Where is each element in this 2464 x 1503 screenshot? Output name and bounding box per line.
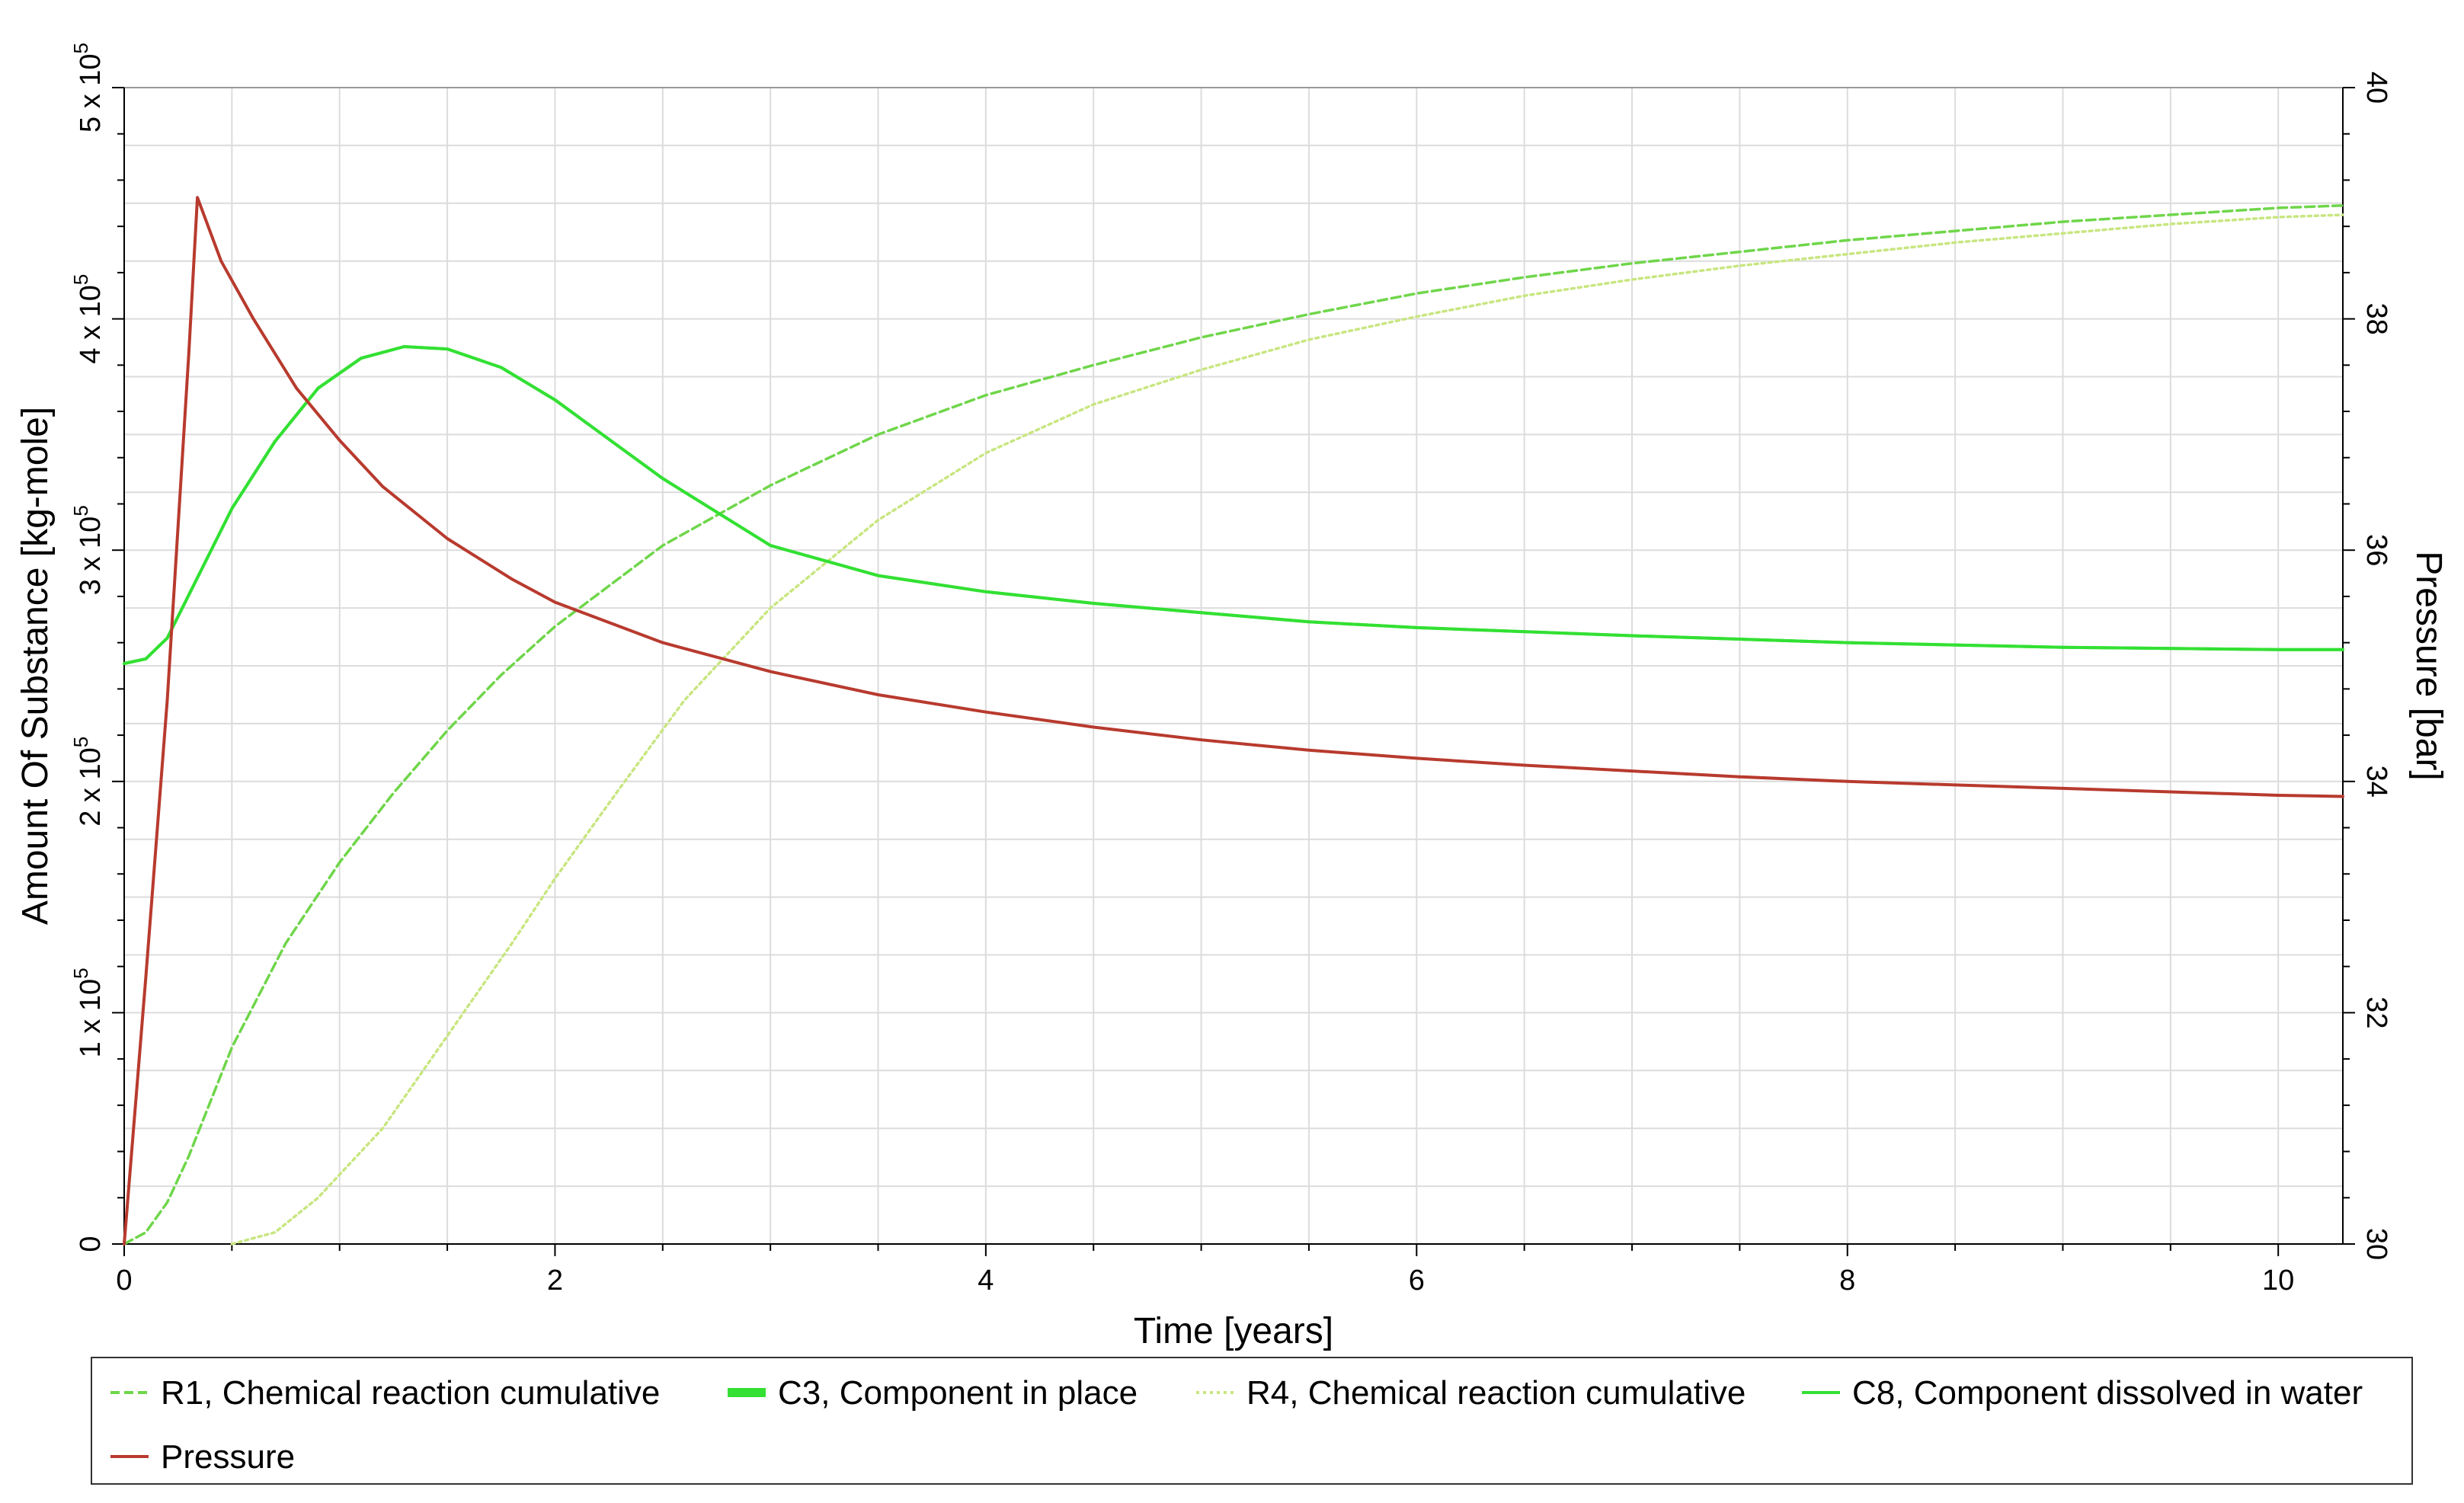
legend-label: C8, Component dissolved in water xyxy=(1852,1374,2363,1412)
legend-label: C3, Component in place xyxy=(778,1374,1138,1412)
series-line-3 xyxy=(123,345,2344,665)
x-tick-label: 2 xyxy=(547,1265,563,1297)
legend: R1, Chemical reaction cumulative C3, Comp… xyxy=(91,1357,2413,1485)
y-axis-left-title: Amount Of Substance [kg-mole] xyxy=(15,407,56,925)
x-tick-label: 8 xyxy=(1839,1265,1855,1297)
y-right-tick-label: 36 xyxy=(2360,534,2392,566)
grid xyxy=(123,87,2343,1245)
series-line-0 xyxy=(123,204,2344,1246)
y-right-tick-label: 34 xyxy=(2360,766,2392,798)
y-left-tick-label: 1 x 105 xyxy=(69,967,107,1057)
x-tick-label: 10 xyxy=(2262,1265,2294,1297)
x-tick-label: 6 xyxy=(1409,1265,1425,1297)
x-axis-title: Time [years] xyxy=(1134,1311,1333,1351)
y-left-tick-label: 0 xyxy=(75,1236,107,1252)
legend-label: Pressure xyxy=(161,1438,295,1476)
y-left-tick-label: 3 x 105 xyxy=(69,505,107,595)
y-right-tick-label: 32 xyxy=(2360,996,2392,1028)
y-axis-right-title: Pressure [bar] xyxy=(2408,551,2449,780)
y-left-tick-label: 2 x 105 xyxy=(69,737,107,827)
y-right-tick-label: 30 xyxy=(2360,1228,2392,1260)
y-left-tick-label: 4 x 105 xyxy=(69,274,107,364)
x-tick-label: 0 xyxy=(116,1265,132,1297)
series-line-2 xyxy=(230,213,2344,1246)
legend-box xyxy=(91,1357,2413,1485)
legend-label: R4, Chemical reaction cumulative xyxy=(1246,1374,1746,1412)
y-left-tick-label: 5 x 105 xyxy=(69,43,107,133)
y-right-tick-label: 38 xyxy=(2360,302,2392,334)
series xyxy=(123,196,2344,1246)
legend-label: R1, Chemical reaction cumulative xyxy=(161,1374,660,1412)
x-tick-label: 4 xyxy=(978,1265,994,1297)
axes: 0 2 4 6 8 10 0 1 x 105 2 x 105 3 x 105 4 x 105 5 x … xyxy=(69,43,2392,1297)
series-line-4 xyxy=(123,196,2344,1246)
y-right-tick-label: 40 xyxy=(2360,72,2392,104)
